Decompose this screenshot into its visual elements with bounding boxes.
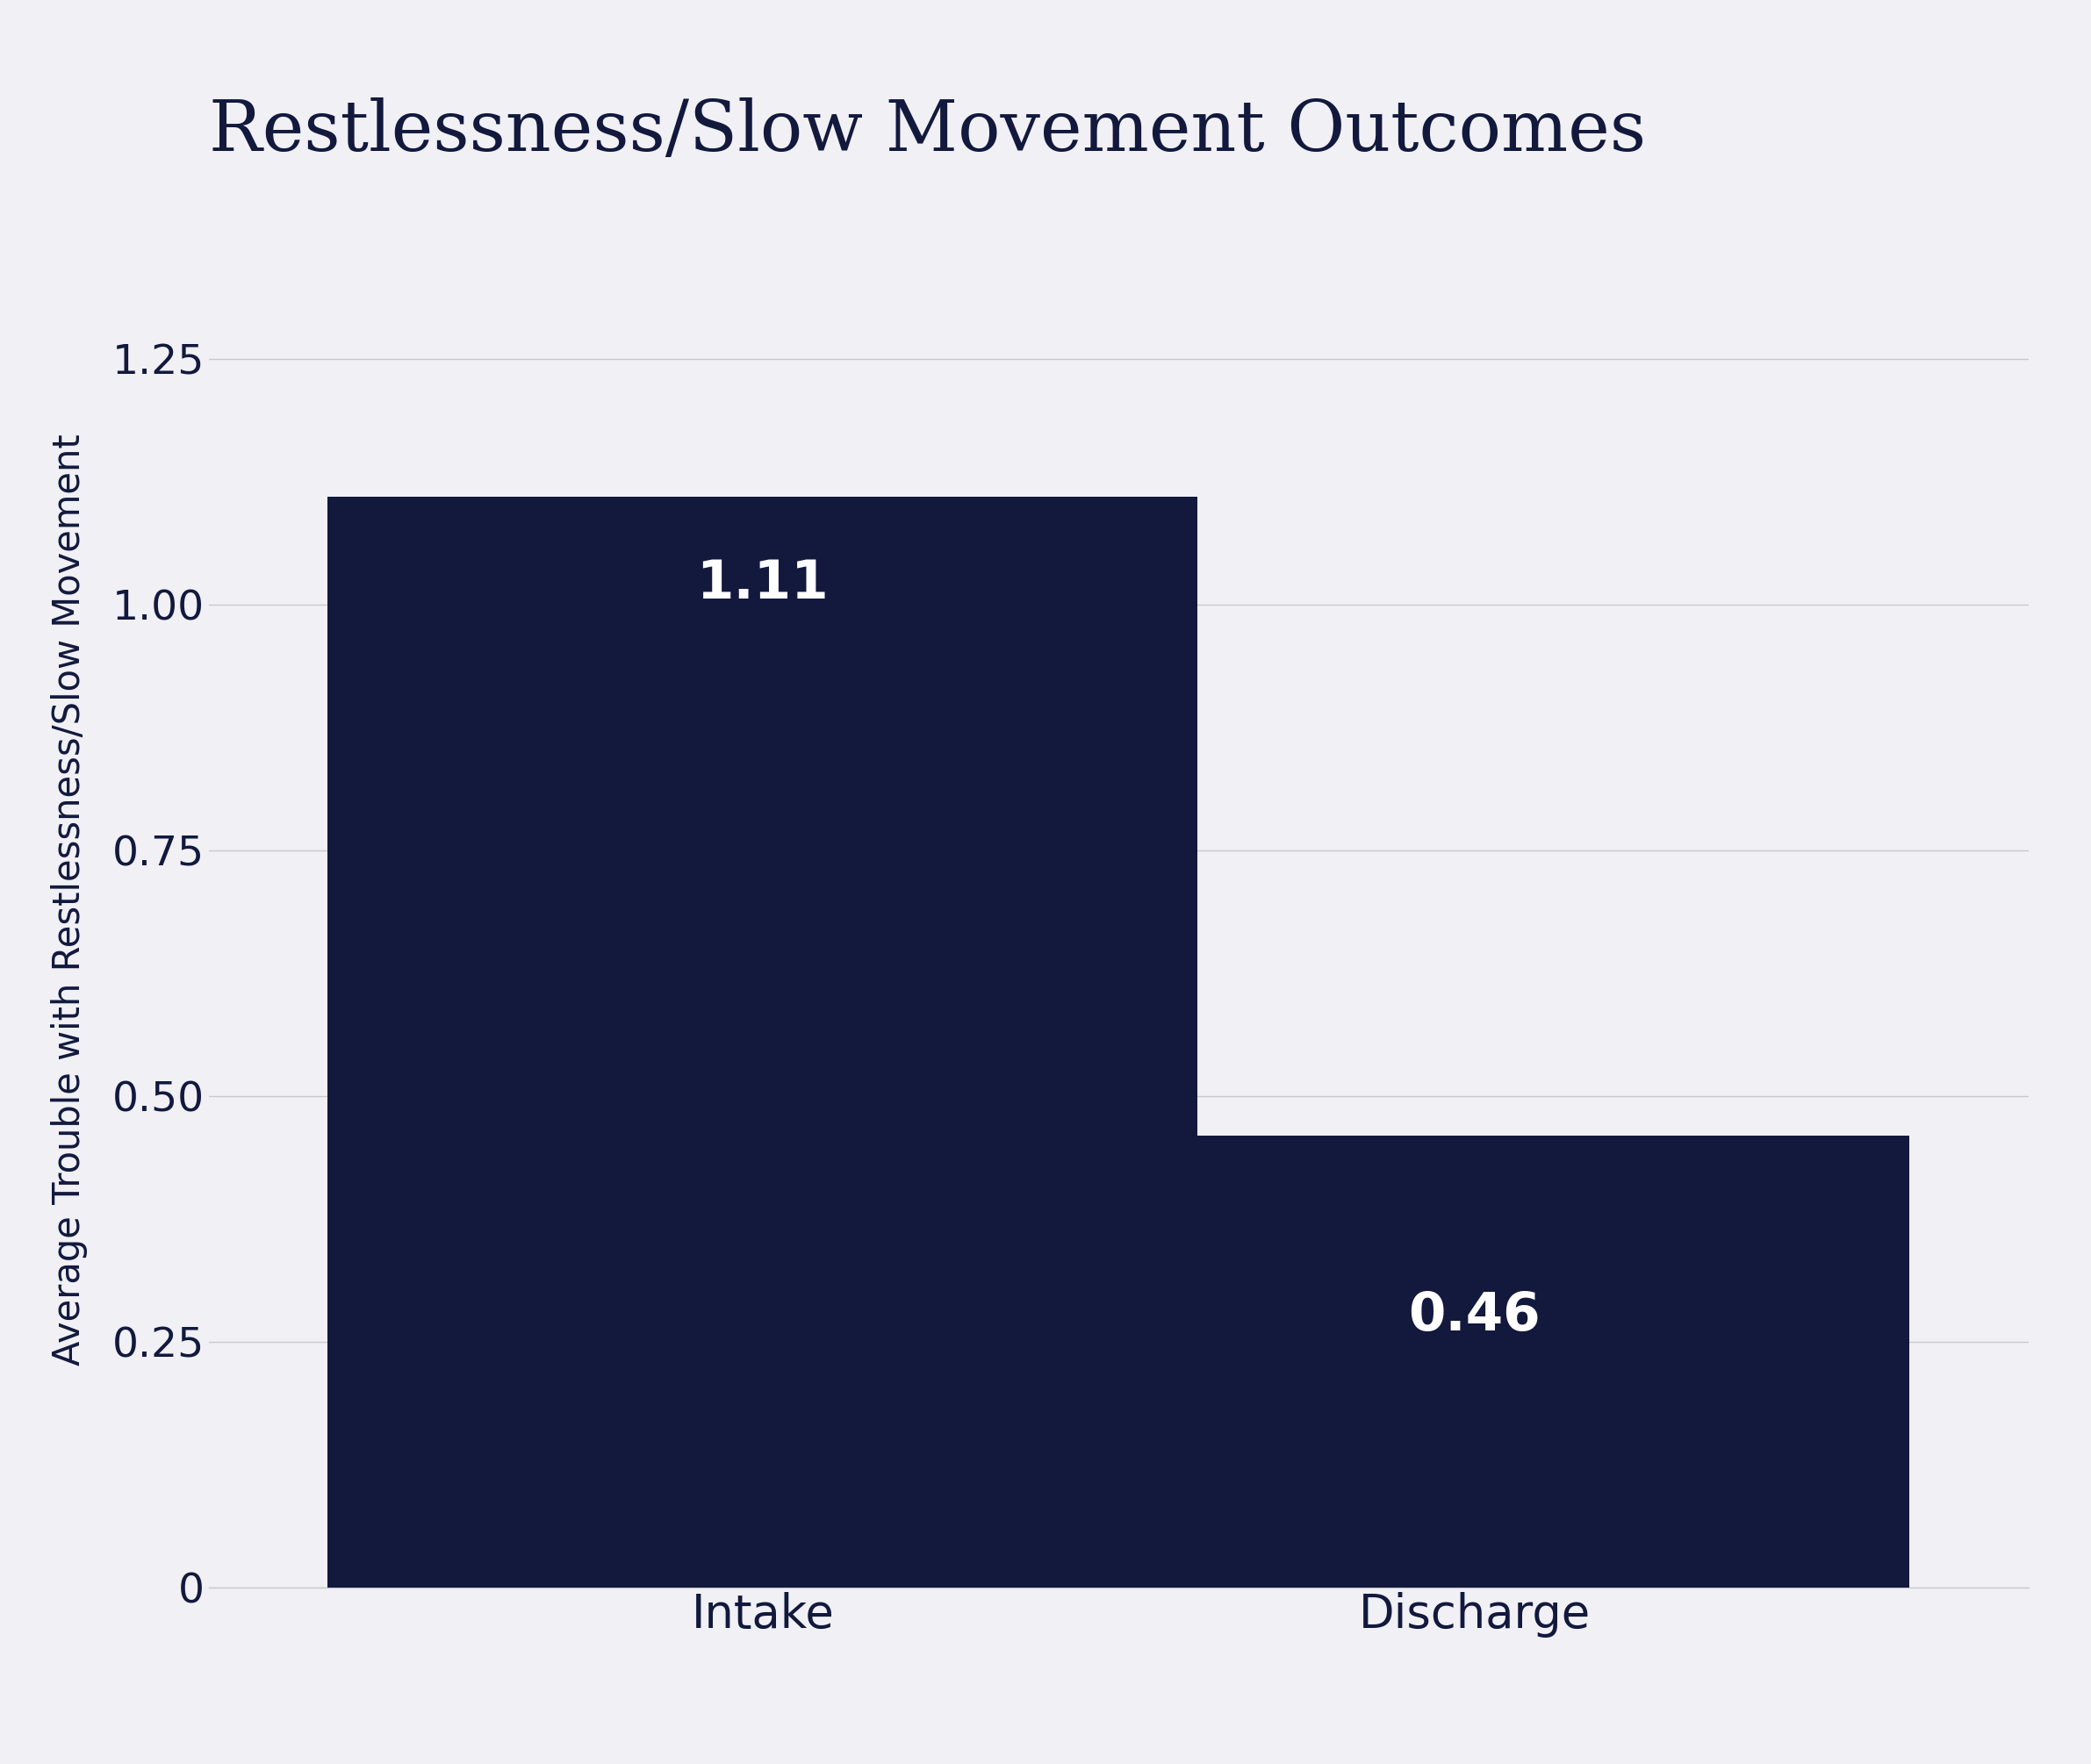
Text: 1.11: 1.11 [696, 557, 828, 610]
Text: 0.46: 0.46 [1409, 1291, 1541, 1342]
Bar [1039, 1136, 1909, 1588]
Bar [328, 497, 1198, 1588]
Y-axis label: Average Trouble with Restlessness/Slow Movement: Average Trouble with Restlessness/Slow M… [50, 434, 88, 1365]
Text: Restlessness/Slow Movement Outcomes: Restlessness/Slow Movement Outcomes [209, 97, 1646, 166]
